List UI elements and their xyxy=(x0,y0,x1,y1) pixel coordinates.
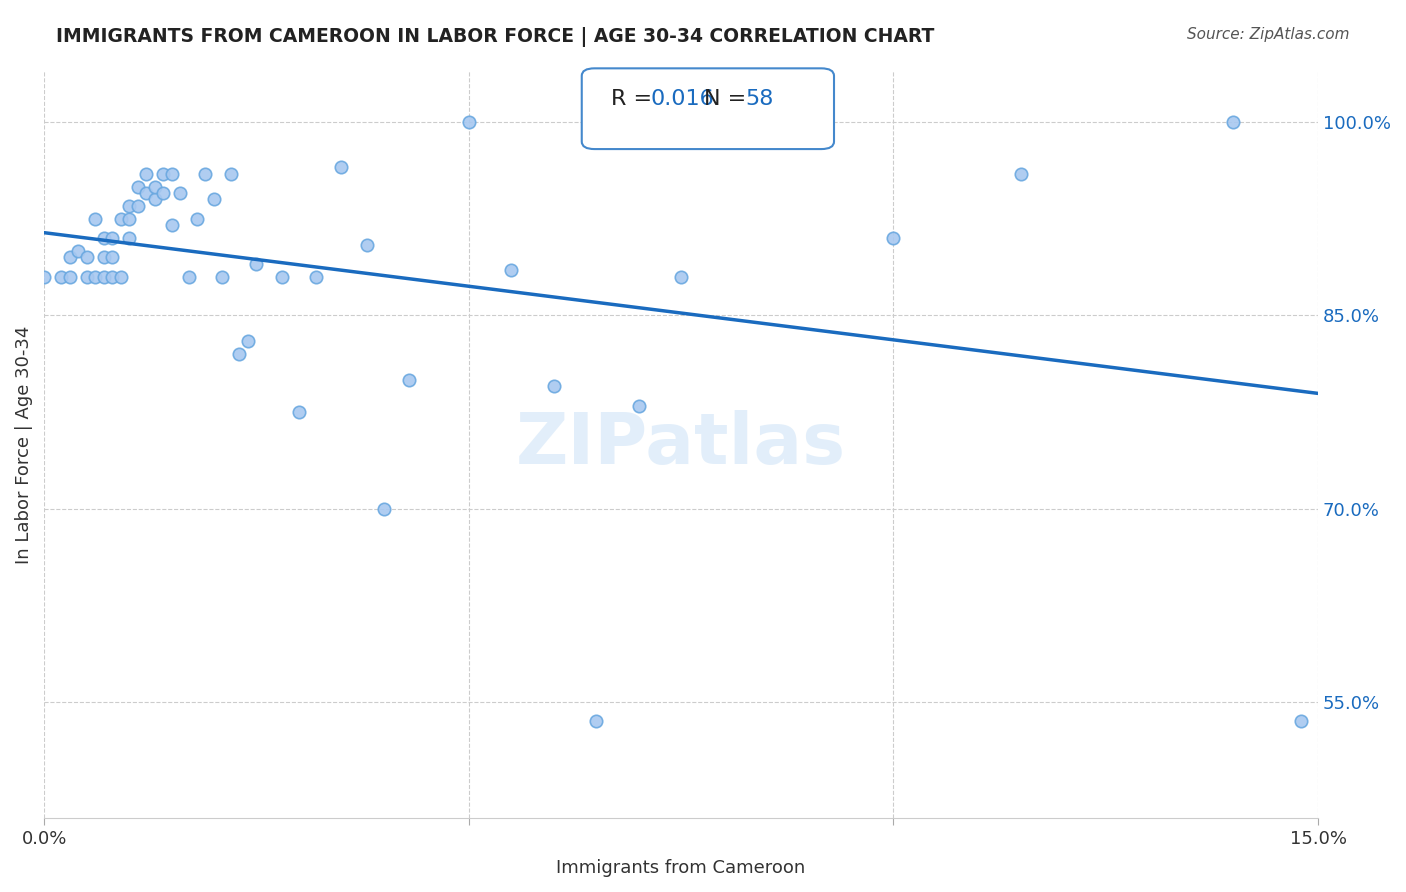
Point xyxy=(669,269,692,284)
Point xyxy=(882,231,904,245)
Point xyxy=(288,405,311,419)
Point xyxy=(143,193,166,207)
Point xyxy=(228,347,250,361)
Point xyxy=(160,219,183,233)
Point xyxy=(127,179,149,194)
Point xyxy=(211,269,233,284)
Point xyxy=(271,269,294,284)
Point xyxy=(32,269,55,284)
Point xyxy=(373,501,395,516)
Point xyxy=(110,211,132,226)
Point xyxy=(93,269,115,284)
Point xyxy=(143,179,166,194)
Point xyxy=(110,269,132,284)
Point xyxy=(305,269,328,284)
Point xyxy=(713,115,735,129)
FancyBboxPatch shape xyxy=(582,69,834,149)
Point xyxy=(84,269,107,284)
Point xyxy=(118,199,141,213)
Point xyxy=(101,231,124,245)
Point xyxy=(76,269,98,284)
Point xyxy=(1222,115,1244,129)
Point xyxy=(330,160,353,174)
Point xyxy=(219,167,242,181)
Point xyxy=(1010,167,1032,181)
Point xyxy=(202,193,225,207)
Text: R =: R = xyxy=(612,89,659,109)
Text: IMMIGRANTS FROM CAMEROON IN LABOR FORCE | AGE 30-34 CORRELATION CHART: IMMIGRANTS FROM CAMEROON IN LABOR FORCE … xyxy=(56,27,935,46)
Point xyxy=(118,211,141,226)
Point xyxy=(356,237,378,252)
Point xyxy=(101,251,124,265)
Point xyxy=(118,231,141,245)
Point xyxy=(135,167,157,181)
Point xyxy=(398,373,420,387)
Point xyxy=(76,251,98,265)
Point xyxy=(127,199,149,213)
Point xyxy=(58,269,80,284)
Point xyxy=(543,379,565,393)
Point xyxy=(93,231,115,245)
Point xyxy=(160,167,183,181)
Point xyxy=(169,186,191,200)
Text: N =: N = xyxy=(704,89,754,109)
X-axis label: Immigrants from Cameroon: Immigrants from Cameroon xyxy=(557,859,806,877)
Point xyxy=(152,186,174,200)
Y-axis label: In Labor Force | Age 30-34: In Labor Force | Age 30-34 xyxy=(15,326,32,564)
Point xyxy=(236,334,259,349)
Text: 0.016: 0.016 xyxy=(651,89,714,109)
Point xyxy=(501,263,523,277)
Point xyxy=(457,115,479,129)
Text: Source: ZipAtlas.com: Source: ZipAtlas.com xyxy=(1187,27,1350,42)
Text: ZIPatlas: ZIPatlas xyxy=(516,409,846,479)
Point xyxy=(627,399,650,413)
Point xyxy=(194,167,217,181)
Point xyxy=(152,167,174,181)
Text: 58: 58 xyxy=(745,89,773,109)
Point xyxy=(186,211,208,226)
Point xyxy=(93,251,115,265)
Point xyxy=(101,269,124,284)
Point xyxy=(58,251,80,265)
Point xyxy=(1289,714,1312,729)
Point xyxy=(49,269,72,284)
Point xyxy=(84,211,107,226)
Point xyxy=(135,186,157,200)
Point xyxy=(245,257,267,271)
Point xyxy=(585,714,607,729)
Point xyxy=(67,244,90,258)
Point xyxy=(177,269,200,284)
